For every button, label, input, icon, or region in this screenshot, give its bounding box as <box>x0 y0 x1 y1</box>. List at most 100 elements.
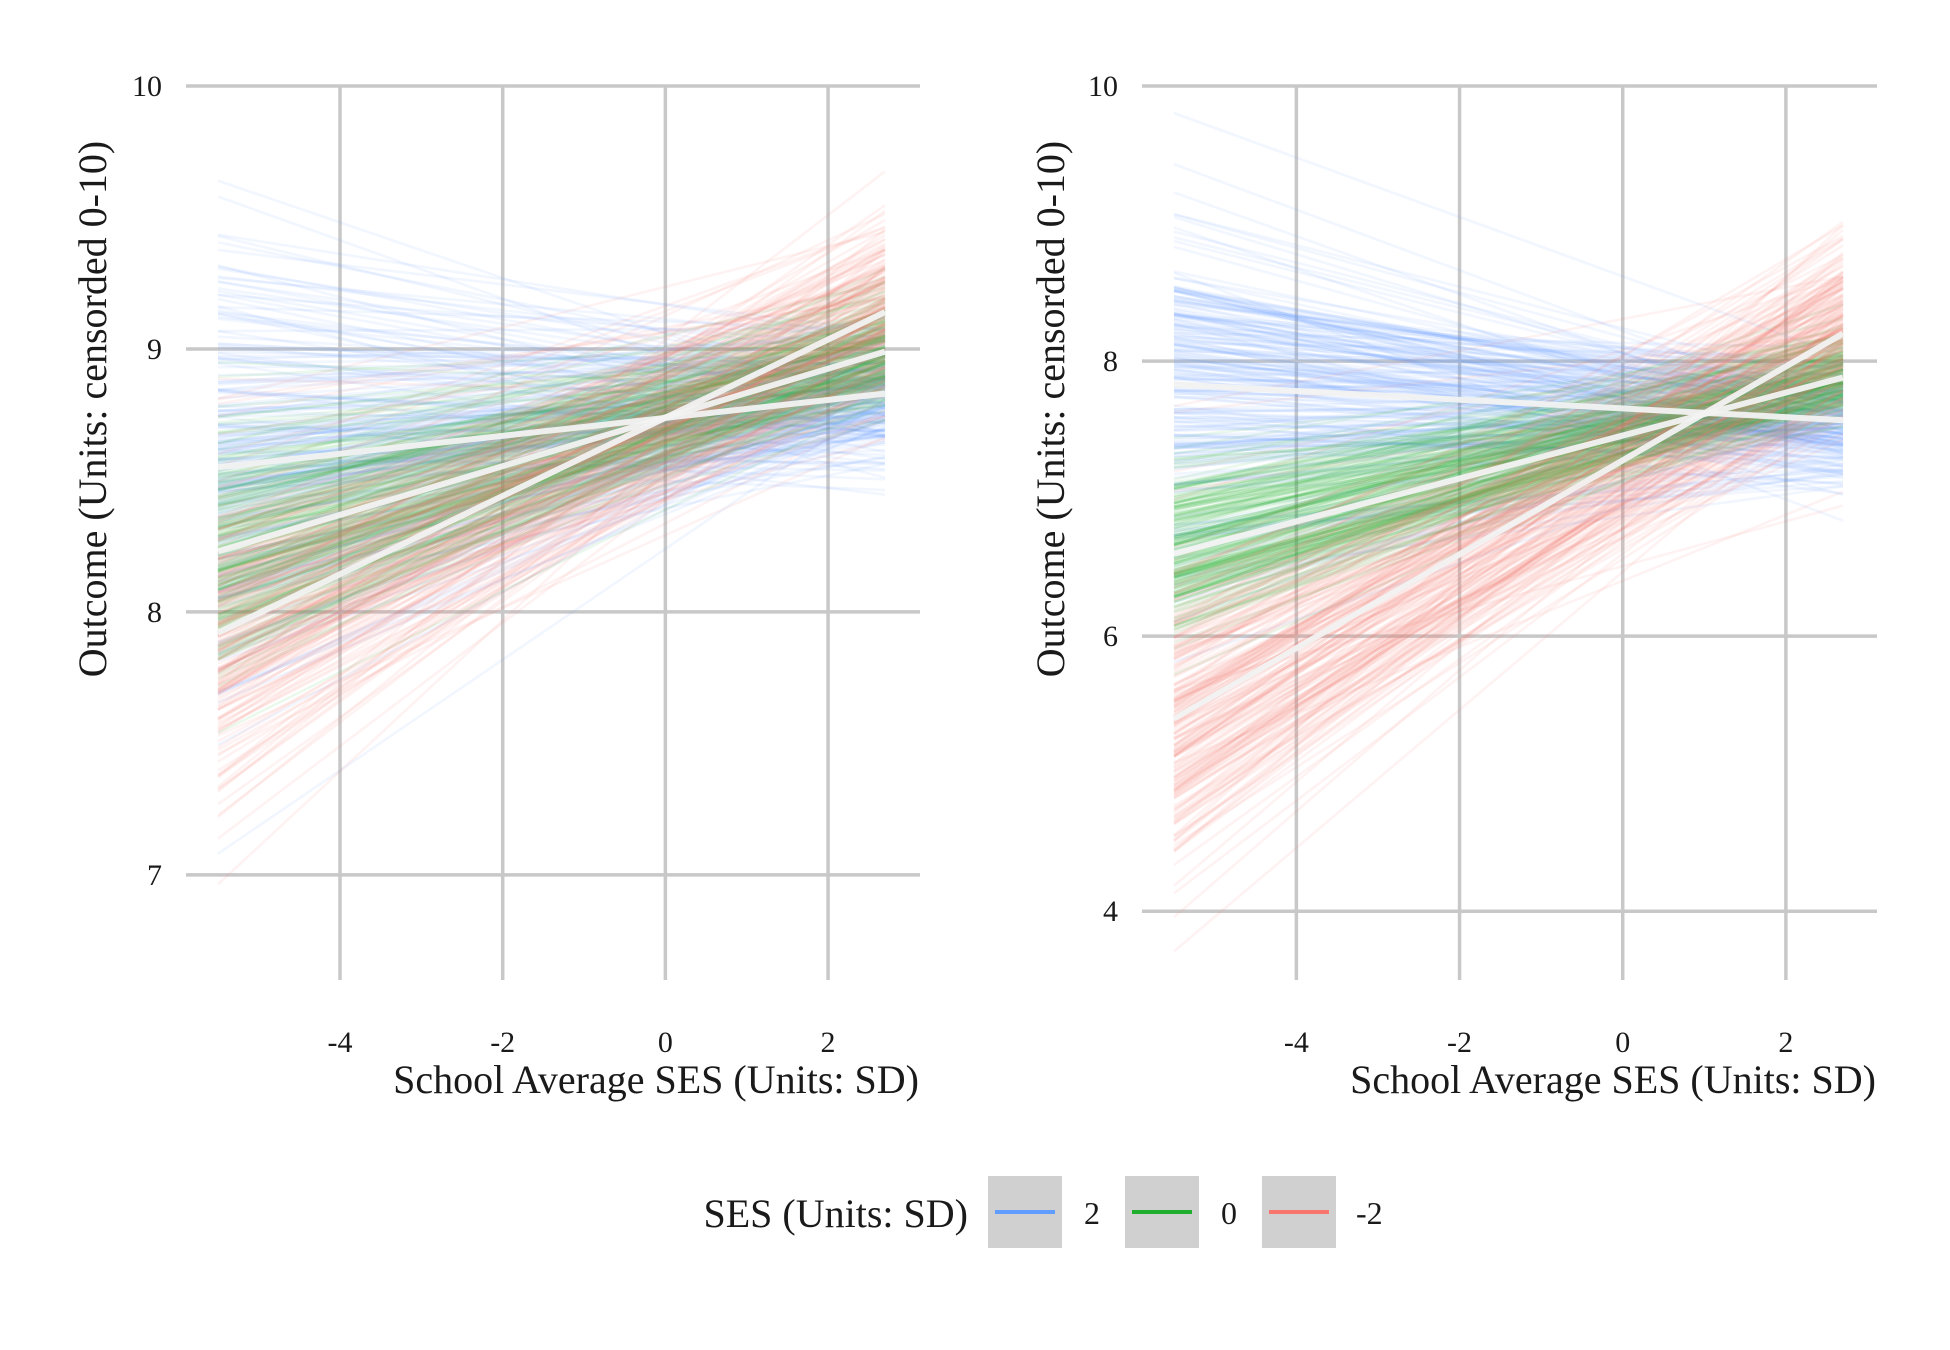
draw-line <box>217 309 886 616</box>
draw-line <box>1173 415 1844 811</box>
draw-line <box>1173 392 1844 568</box>
draw-line <box>217 339 886 379</box>
draw-line <box>217 400 886 694</box>
draw-line <box>217 234 886 639</box>
y-tick-label: 8 <box>147 596 162 629</box>
draw-line <box>1173 388 1844 596</box>
draw-line <box>1173 354 1844 512</box>
draw-line <box>217 433 886 484</box>
draw-line <box>217 225 886 468</box>
draw-line <box>217 238 886 584</box>
draw-line <box>217 377 886 590</box>
draw-line <box>1173 300 1844 660</box>
draw-line <box>1173 224 1844 842</box>
legend-item-ses-2: 2 <box>988 1176 1100 1248</box>
legend: SES (Units: SD) 2 0 -2 <box>704 1176 1383 1248</box>
draw-line <box>217 348 886 637</box>
draw-line <box>217 272 886 518</box>
draw-line <box>217 351 886 392</box>
draw-line <box>1173 265 1844 610</box>
draw-line <box>217 290 886 526</box>
draw-line <box>217 293 886 347</box>
draw-line <box>217 320 886 452</box>
draw-line <box>217 212 886 525</box>
draw-line <box>217 296 886 628</box>
draw-line <box>1173 396 1844 755</box>
draw-line <box>1173 238 1844 725</box>
draw-line <box>1173 358 1844 564</box>
draw-line <box>1173 372 1844 484</box>
draw-line <box>217 313 886 661</box>
x-tick-label: -4 <box>1284 1026 1309 1059</box>
draw-line <box>1173 277 1844 747</box>
draw-line <box>217 360 886 603</box>
draw-line <box>1173 358 1844 853</box>
draw-line <box>1173 322 1844 390</box>
draw-line <box>1173 284 1844 718</box>
draw-line <box>217 383 886 595</box>
draw-line <box>217 448 886 487</box>
draw-line <box>217 324 886 645</box>
draw-line <box>217 309 886 603</box>
draw-line <box>217 390 886 583</box>
draw-line <box>217 410 886 561</box>
draw-line <box>1173 382 1844 599</box>
draw-line <box>1173 377 1844 623</box>
draw-line <box>217 276 886 522</box>
draw-line <box>1173 349 1844 758</box>
draw-line <box>217 318 886 568</box>
draw-line <box>217 425 886 694</box>
draw-line <box>217 276 886 341</box>
draw-line <box>217 321 886 722</box>
draw-line <box>1173 357 1844 727</box>
draw-line <box>1173 402 1844 447</box>
draw-line <box>217 248 886 628</box>
draw-line <box>1173 302 1844 643</box>
draw-line <box>1173 327 1844 394</box>
draw-line <box>217 218 886 609</box>
draw-line <box>217 352 886 763</box>
draw-line <box>1173 473 1844 526</box>
draw-line <box>1173 433 1844 460</box>
draw-line <box>217 377 886 511</box>
draw-line <box>217 241 886 378</box>
draw-line <box>1173 351 1844 545</box>
mean-line-ses-0 <box>217 348 886 555</box>
draw-line <box>217 327 886 695</box>
draw-line <box>1173 288 1844 402</box>
draw-line <box>217 356 886 603</box>
draw-line <box>217 394 886 601</box>
draw-line <box>1173 399 1844 686</box>
draw-line <box>217 328 886 638</box>
draw-line <box>217 278 886 455</box>
draw-line <box>217 393 886 442</box>
draw-line <box>217 247 886 788</box>
draw-line <box>217 242 886 588</box>
draw-line <box>217 333 886 592</box>
y-tick-label: 8 <box>1103 345 1118 378</box>
draw-line <box>1173 356 1844 541</box>
draw-line <box>1173 325 1844 369</box>
draw-line <box>217 342 886 749</box>
draw-line <box>217 285 886 595</box>
draw-line <box>1173 367 1844 783</box>
draw-line <box>1173 306 1844 708</box>
draw-line <box>1173 282 1844 628</box>
draw-line <box>1173 285 1844 454</box>
draw-line <box>217 339 886 386</box>
draw-line <box>1173 288 1844 704</box>
draw-line <box>1173 261 1844 765</box>
draw-line <box>1173 215 1844 421</box>
draw-line <box>217 335 886 581</box>
draw-line <box>217 393 886 430</box>
draw-line <box>1173 236 1844 404</box>
draw-line <box>217 363 886 433</box>
draw-line <box>217 360 886 656</box>
draw-line <box>1173 409 1844 446</box>
draw-line <box>217 283 886 541</box>
draw-line <box>1173 311 1844 423</box>
draw-line <box>1173 411 1844 627</box>
draw-line <box>1173 389 1844 559</box>
draw-line <box>217 435 886 493</box>
draw-line <box>1173 394 1844 576</box>
